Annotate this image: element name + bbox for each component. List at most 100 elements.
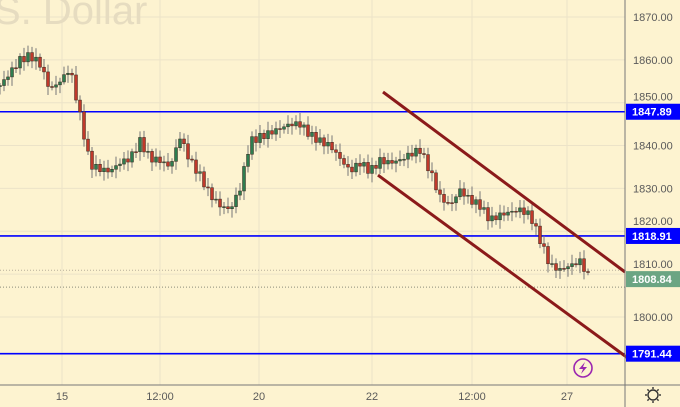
lightning-icon[interactable] bbox=[573, 358, 593, 378]
candle-body bbox=[90, 150, 94, 170]
candle-body bbox=[226, 206, 230, 209]
candle-body bbox=[454, 196, 458, 204]
candle-body bbox=[274, 128, 278, 135]
price-axis[interactable]: 1800.00 1810.00 1820.00 1830.00 1840.00 1850.… bbox=[633, 12, 673, 324]
candle-body bbox=[266, 130, 270, 139]
candle-body bbox=[142, 137, 146, 153]
candle-body bbox=[442, 194, 446, 203]
candle-body bbox=[286, 123, 290, 128]
candle-body bbox=[126, 158, 130, 163]
candle-body bbox=[342, 158, 346, 165]
candle-body bbox=[294, 121, 298, 127]
level-price-badge bbox=[626, 345, 680, 362]
candle-body bbox=[570, 263, 574, 267]
candle-body bbox=[358, 162, 362, 167]
price-tick-label: 1810.00 bbox=[633, 259, 673, 271]
candle-body bbox=[306, 124, 310, 137]
watermark: S. Dollar bbox=[0, 0, 147, 33]
candle-body bbox=[330, 142, 334, 151]
candle-body bbox=[50, 86, 54, 88]
grid bbox=[0, 0, 625, 385]
candle-body bbox=[338, 152, 342, 159]
candle-body bbox=[406, 152, 410, 160]
time-axis[interactable]: 15 12:00 20 22 12:00 27 bbox=[56, 391, 573, 403]
candle-body bbox=[70, 72, 74, 76]
candle-body bbox=[278, 128, 282, 130]
candle-body bbox=[106, 167, 110, 173]
candle-body bbox=[502, 212, 506, 216]
candle-body bbox=[158, 156, 162, 163]
candle-body bbox=[186, 143, 190, 160]
candle-body bbox=[138, 137, 142, 153]
candle-body bbox=[554, 263, 558, 271]
candle-body bbox=[322, 137, 326, 147]
candle-body bbox=[134, 151, 138, 153]
candle-body bbox=[246, 154, 250, 167]
candle-body bbox=[550, 263, 554, 265]
level-price-label: 1818.91 bbox=[632, 231, 672, 243]
candle-body bbox=[26, 52, 30, 63]
candle-body bbox=[574, 263, 578, 266]
candle-body bbox=[518, 207, 522, 213]
current-price-badge bbox=[626, 271, 680, 288]
candle-body bbox=[38, 56, 42, 68]
candle-body bbox=[194, 159, 198, 174]
candle-body bbox=[494, 215, 498, 221]
candle-body bbox=[310, 132, 314, 137]
candle-body bbox=[234, 194, 238, 207]
candle-body bbox=[198, 171, 202, 174]
candle-body bbox=[78, 99, 82, 113]
candle-body bbox=[18, 56, 22, 69]
candle-body bbox=[62, 74, 66, 83]
candle-body bbox=[402, 158, 406, 161]
candle-body bbox=[10, 67, 14, 78]
candle-body bbox=[478, 199, 482, 210]
price-tick-label: 1860.00 bbox=[633, 55, 673, 67]
candle-body bbox=[290, 123, 294, 127]
candle-body bbox=[394, 160, 398, 164]
candle-body bbox=[582, 258, 586, 272]
candle-body bbox=[74, 74, 78, 101]
candle-body bbox=[154, 156, 158, 163]
candle-body bbox=[326, 142, 330, 147]
candle-body bbox=[350, 166, 354, 173]
time-tick-label: 15 bbox=[56, 391, 68, 403]
candle-body bbox=[562, 268, 566, 270]
candle-body bbox=[2, 79, 6, 86]
candle-body bbox=[466, 195, 470, 197]
candle-body bbox=[86, 138, 90, 152]
candle-body bbox=[530, 210, 534, 224]
level-price-badge bbox=[626, 227, 680, 244]
price-tick-label: 1840.00 bbox=[633, 141, 673, 153]
candle-body bbox=[210, 187, 214, 201]
candle-body bbox=[566, 266, 570, 270]
candle-body bbox=[386, 160, 390, 165]
candle-body bbox=[214, 198, 218, 201]
candle-body bbox=[558, 268, 562, 271]
candle-body bbox=[42, 66, 46, 73]
candle-body bbox=[578, 258, 582, 266]
candles bbox=[0, 45, 590, 280]
candle-body bbox=[46, 71, 50, 87]
price-tick-label: 1830.00 bbox=[633, 183, 673, 195]
candle-body bbox=[426, 154, 430, 172]
price-labels: 1847.89 1818.91 1791.44 1808.84 bbox=[626, 103, 680, 362]
candle-body bbox=[94, 163, 98, 170]
candle-body bbox=[262, 133, 266, 139]
channel-trend-line[interactable] bbox=[382, 90, 626, 274]
candle-body bbox=[434, 172, 438, 191]
candle-body bbox=[462, 188, 466, 197]
candle-body bbox=[422, 153, 426, 155]
candle-body bbox=[398, 159, 402, 162]
candle-body bbox=[150, 151, 154, 163]
candle-body bbox=[282, 126, 286, 130]
candle-body bbox=[486, 207, 490, 222]
candle-body bbox=[534, 223, 538, 227]
horizontal-levels[interactable] bbox=[0, 110, 625, 355]
gear-icon[interactable] bbox=[645, 387, 661, 403]
channel-lines[interactable] bbox=[377, 90, 629, 360]
channel-trend-line[interactable] bbox=[377, 173, 629, 360]
candle-body bbox=[470, 195, 474, 205]
